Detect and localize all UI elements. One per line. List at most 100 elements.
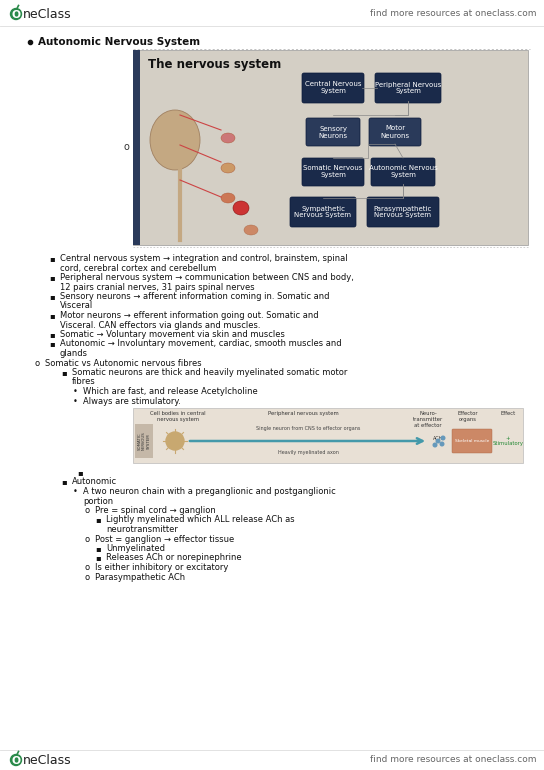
Ellipse shape (244, 225, 258, 235)
Text: Motor
Neurons: Motor Neurons (380, 126, 410, 139)
Text: ▪: ▪ (95, 544, 101, 553)
Text: Somatic Nervous
System: Somatic Nervous System (304, 166, 363, 179)
Text: Central nervous system → integration and control, brainstem, spinal: Central nervous system → integration and… (60, 254, 348, 263)
FancyBboxPatch shape (367, 197, 439, 227)
Ellipse shape (150, 110, 200, 170)
Text: Skeletal muscle: Skeletal muscle (455, 439, 489, 443)
Text: Sensory neurons → afferent information coming in. Somatic and: Sensory neurons → afferent information c… (60, 292, 330, 301)
Text: find more resources at oneclass.com: find more resources at oneclass.com (370, 755, 537, 765)
Text: Somatic → Voluntary movement via skin and muscles: Somatic → Voluntary movement via skin an… (60, 330, 285, 339)
Text: Lightly myelinated which ALL release ACh as: Lightly myelinated which ALL release ACh… (106, 515, 295, 524)
Text: Motor neurons → efferent information going out. Somatic and: Motor neurons → efferent information goi… (60, 311, 319, 320)
Text: o: o (85, 563, 90, 572)
Text: Is either inhibitory or excitatory: Is either inhibitory or excitatory (95, 563, 228, 572)
Text: Releases ACh or norepinephrine: Releases ACh or norepinephrine (106, 554, 242, 563)
Circle shape (10, 8, 22, 19)
Text: o: o (85, 573, 90, 581)
Text: neurotransmitter: neurotransmitter (106, 525, 178, 534)
Ellipse shape (221, 163, 235, 173)
Text: •: • (73, 487, 78, 496)
Circle shape (433, 444, 437, 447)
Text: •: • (73, 397, 78, 406)
Text: ACh: ACh (433, 436, 443, 441)
Text: portion: portion (83, 497, 113, 505)
FancyBboxPatch shape (133, 50, 140, 245)
Text: Central Nervous
System: Central Nervous System (305, 82, 361, 95)
FancyBboxPatch shape (452, 429, 492, 453)
Ellipse shape (233, 201, 249, 215)
Text: find more resources at oneclass.com: find more resources at oneclass.com (370, 9, 537, 18)
Text: ▪: ▪ (95, 515, 101, 524)
Text: Autonomic Nervous
System: Autonomic Nervous System (369, 166, 437, 179)
Text: neClass: neClass (23, 754, 72, 766)
Text: 12 pairs cranial nerves, 31 pairs spinal nerves: 12 pairs cranial nerves, 31 pairs spinal… (60, 283, 255, 292)
Text: ▪: ▪ (95, 554, 101, 563)
FancyBboxPatch shape (133, 50, 528, 245)
Text: ▪: ▪ (50, 273, 55, 282)
Text: Autonomic Nervous System: Autonomic Nervous System (38, 37, 200, 47)
FancyBboxPatch shape (135, 424, 153, 458)
Text: o: o (85, 506, 90, 515)
Text: +
Stimulatory: + Stimulatory (492, 436, 523, 447)
Circle shape (436, 439, 440, 443)
Text: Somatic neurons are thick and heavily myelinated somatic motor: Somatic neurons are thick and heavily my… (72, 368, 348, 377)
Text: Visceral: Visceral (60, 302, 93, 310)
Ellipse shape (221, 193, 235, 203)
Text: Peripheral nervous system: Peripheral nervous system (268, 411, 338, 416)
Text: Which are fast, and release Acetylcholine: Which are fast, and release Acetylcholin… (83, 387, 258, 396)
Text: o: o (123, 142, 129, 152)
Text: o: o (85, 534, 90, 544)
Text: ▪: ▪ (50, 254, 55, 263)
FancyBboxPatch shape (371, 158, 435, 186)
Text: ▪: ▪ (50, 330, 55, 339)
Text: Autonomic → Involuntary movement, cardiac, smooth muscles and: Autonomic → Involuntary movement, cardia… (60, 340, 342, 349)
Text: Parasympathetic
Nervous System: Parasympathetic Nervous System (374, 206, 432, 219)
Text: Autonomic: Autonomic (72, 477, 117, 487)
Text: Sympathetic
Nervous System: Sympathetic Nervous System (294, 206, 351, 219)
Text: Effect: Effect (500, 411, 516, 416)
Ellipse shape (221, 133, 235, 143)
Text: Parasympathetic ACh: Parasympathetic ACh (95, 573, 185, 581)
FancyBboxPatch shape (375, 73, 441, 103)
Text: Visceral. CAN effectors via glands and muscles.: Visceral. CAN effectors via glands and m… (60, 320, 261, 330)
Text: Unmyelinated: Unmyelinated (106, 544, 165, 553)
Text: ▪: ▪ (50, 340, 55, 349)
Text: The nervous system: The nervous system (148, 58, 281, 71)
Circle shape (441, 436, 445, 440)
Circle shape (10, 755, 22, 765)
FancyBboxPatch shape (133, 408, 523, 463)
FancyBboxPatch shape (290, 197, 356, 227)
FancyBboxPatch shape (302, 73, 364, 103)
Text: cord, cerebral cortex and cerebellum: cord, cerebral cortex and cerebellum (60, 263, 217, 273)
Text: fibres: fibres (72, 377, 96, 387)
Text: ▪: ▪ (61, 477, 67, 487)
Text: Effector
organs: Effector organs (458, 411, 478, 422)
FancyBboxPatch shape (302, 158, 364, 186)
FancyBboxPatch shape (369, 118, 421, 146)
Text: o: o (35, 359, 40, 367)
Text: Heavily myelinated axon: Heavily myelinated axon (277, 450, 338, 455)
Text: ▪: ▪ (61, 368, 67, 377)
Text: Peripheral Nervous
System: Peripheral Nervous System (375, 82, 441, 95)
Text: Cell bodies in central
nervous system: Cell bodies in central nervous system (150, 411, 206, 422)
Text: ▪: ▪ (50, 311, 55, 320)
Text: glands: glands (60, 349, 88, 358)
Circle shape (166, 432, 184, 450)
Text: O: O (11, 755, 21, 765)
Text: Sensory
Neurons: Sensory Neurons (318, 126, 348, 139)
Text: ▪: ▪ (77, 468, 83, 477)
Text: Somatic vs Autonomic nervous fibres: Somatic vs Autonomic nervous fibres (45, 359, 202, 367)
Text: •: • (73, 387, 78, 396)
FancyBboxPatch shape (306, 118, 360, 146)
Text: Peripheral nervous system → communication between CNS and body,: Peripheral nervous system → communicatio… (60, 273, 354, 282)
Text: neClass: neClass (23, 8, 72, 21)
Circle shape (440, 442, 444, 446)
Text: O: O (11, 9, 21, 19)
Text: Single neuron from CNS to effector organs: Single neuron from CNS to effector organ… (256, 426, 360, 431)
Text: Pre = spinal cord → ganglion: Pre = spinal cord → ganglion (95, 506, 216, 515)
Text: SOMATIC
NERVOUS
SYSTEM: SOMATIC NERVOUS SYSTEM (138, 432, 151, 450)
Text: Always are stimulatory.: Always are stimulatory. (83, 397, 181, 406)
Text: A two neuron chain with a preganglionic and postganglionic: A two neuron chain with a preganglionic … (83, 487, 336, 496)
Text: Post = ganglion → effector tissue: Post = ganglion → effector tissue (95, 534, 234, 544)
Text: Neuro-
transmitter
at effector: Neuro- transmitter at effector (413, 411, 443, 427)
